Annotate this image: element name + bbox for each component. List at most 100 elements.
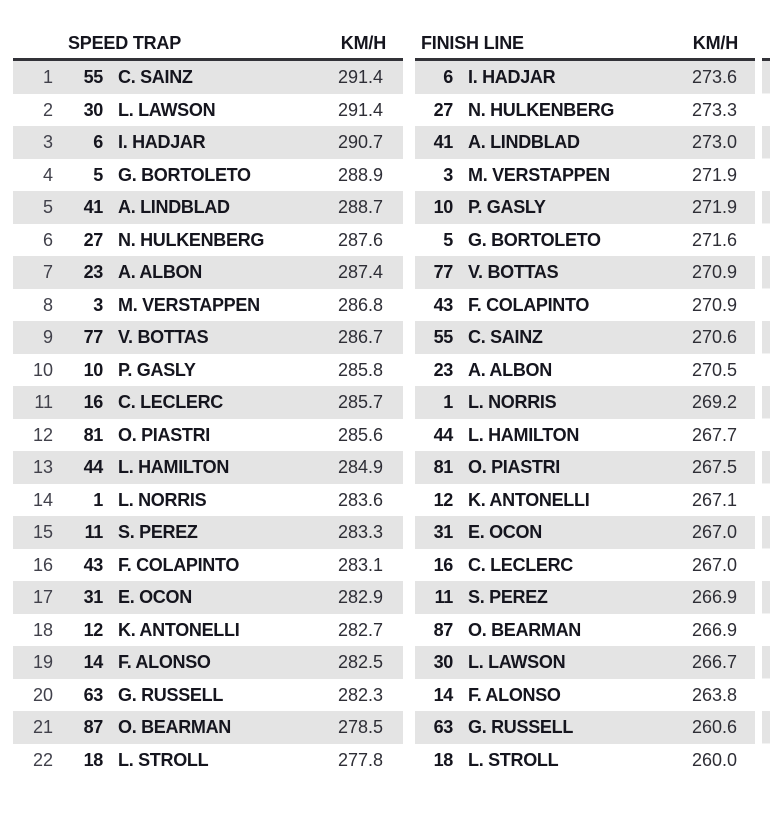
speed-cell: 267.1 [691, 489, 737, 510]
speed-cell: 267.7 [691, 424, 737, 445]
finish-line-table: FINISH LINE KM/H 6 I. HADJAR 273.6 27 N. HUL… [415, 34, 755, 776]
car-number-cell: 81 [83, 424, 104, 445]
table-row: 14 1 L. NORRIS 283.6 [13, 484, 403, 517]
speed-cell: 271.9 [691, 164, 737, 185]
driver-name-cell: L. HAMILTON [118, 458, 230, 477]
speed-cell: 266.9 [691, 587, 737, 608]
table-row: 41 A. LINDBLAD 273.0 [415, 126, 755, 159]
table-row: 23 A. ALBON 270.5 [415, 354, 755, 387]
driver-name-cell: L. LAWSON [468, 653, 566, 672]
car-number-cell: 18 [83, 749, 104, 770]
driver-name-cell: P. GASLY [118, 360, 196, 379]
driver-name-cell: C. SAINZ [118, 68, 193, 87]
driver-name-cell: L. NORRIS [468, 393, 557, 412]
driver-name-cell: C. SAINZ [468, 328, 543, 347]
driver-name-cell: E. OCON [118, 588, 192, 607]
table-row: 43 F. COLAPINTO 270.9 [415, 289, 755, 322]
driver-name-cell: S. PEREZ [468, 588, 548, 607]
finish-line-body: 6 I. HADJAR 273.6 27 N. HULKENBERG 273.3 41 A. … [415, 61, 755, 776]
driver-name-cell: K. ANTONELLI [468, 490, 590, 509]
speed-cell: 288.7 [337, 197, 383, 218]
table-row: 18 L. STROLL 260.0 [415, 744, 755, 777]
car-number-cell: 30 [83, 99, 104, 120]
car-number-cell: 41 [433, 132, 454, 153]
speed-cell: 282.3 [337, 684, 383, 705]
speed-cell: 286.8 [337, 294, 383, 315]
speed-cell: 282.9 [337, 587, 383, 608]
car-number-cell: 1 [93, 489, 103, 510]
driver-name-cell: O. BEARMAN [468, 620, 581, 639]
car-number-cell: 27 [83, 229, 104, 250]
table-row: 14 F. ALONSO 263.8 [415, 679, 755, 712]
car-number-cell: 41 [83, 197, 104, 218]
driver-name-cell: G. RUSSELL [118, 685, 224, 704]
table-row: 16 C. LECLERC 267.0 [415, 549, 755, 582]
table-row: 18 12 K. ANTONELLI 282.7 [13, 614, 403, 647]
table-row: 31 E. OCON 267.0 [415, 516, 755, 549]
table-row: 63 G. RUSSELL 260.6 [415, 711, 755, 744]
speed-cell: 269.2 [691, 392, 737, 413]
driver-name-cell: V. BOTTAS [118, 328, 209, 347]
speed-cell: 270.9 [691, 262, 737, 283]
table-row: 77 V. BOTTAS 270.9 [415, 256, 755, 289]
driver-name-cell: L. HAMILTON [468, 425, 580, 444]
speed-cell: 287.4 [337, 262, 383, 283]
car-number-cell: 14 [83, 652, 104, 673]
position-cell: 3 [42, 132, 53, 153]
speed-trap-unit-label: KM/H [340, 33, 386, 53]
driver-name-cell: F. ALONSO [468, 685, 561, 704]
position-cell: 21 [32, 717, 53, 738]
cropped-table-rows [762, 61, 770, 776]
car-number-cell: 43 [433, 294, 454, 315]
car-number-cell: 81 [433, 457, 454, 478]
speed-cell: 287.6 [337, 229, 383, 250]
speed-trap-table: SPEED TRAP KM/H 1 55 C. SAINZ 291.4 2 30 L. LA… [13, 34, 403, 776]
car-number-cell: 18 [433, 749, 454, 770]
table-row: 12 K. ANTONELLI 267.1 [415, 484, 755, 517]
speed-cell: 285.6 [337, 424, 383, 445]
finish-line-title: FINISH LINE [421, 33, 524, 53]
driver-name-cell: A. ALBON [118, 263, 202, 282]
car-number-cell: 77 [433, 262, 454, 283]
car-number-cell: 12 [83, 619, 104, 640]
table-row: 20 63 G. RUSSELL 282.3 [13, 679, 403, 712]
position-cell: 12 [32, 424, 53, 445]
car-number-cell: 77 [83, 327, 104, 348]
car-number-cell: 16 [433, 554, 454, 575]
speed-cell: 273.3 [691, 99, 737, 120]
speed-cell: 283.1 [337, 554, 383, 575]
car-number-cell: 5 [93, 164, 103, 185]
driver-name-cell: G. RUSSELL [468, 718, 574, 737]
table-row: 10 10 P. GASLY 285.8 [13, 354, 403, 387]
speed-trap-title: SPEED TRAP [68, 33, 182, 53]
position-cell: 11 [34, 392, 53, 413]
driver-name-cell: A. LINDBLAD [118, 198, 230, 217]
car-number-cell: 3 [443, 164, 453, 185]
table-row: 4 5 G. BORTOLETO 288.9 [13, 159, 403, 192]
driver-name-cell: L. NORRIS [118, 490, 207, 509]
table-row: 11 S. PEREZ 266.9 [415, 581, 755, 614]
car-number-cell: 44 [83, 457, 104, 478]
position-cell: 7 [42, 262, 53, 283]
speed-cell: 263.8 [691, 684, 737, 705]
driver-name-cell: A. ALBON [468, 360, 552, 379]
car-number-cell: 10 [83, 359, 104, 380]
driver-name-cell: L. STROLL [118, 750, 209, 769]
table-row: 11 16 C. LECLERC 285.7 [13, 386, 403, 419]
speed-cell: 277.8 [337, 749, 383, 770]
position-cell: 13 [32, 457, 53, 478]
table-row: 16 43 F. COLAPINTO 283.1 [13, 549, 403, 582]
driver-name-cell: O. PIASTRI [118, 425, 211, 444]
speed-cell: 271.6 [691, 229, 737, 250]
car-number-cell: 44 [433, 424, 454, 445]
table-row: 3 M. VERSTAPPEN 271.9 [415, 159, 755, 192]
speed-cell: 260.6 [691, 717, 737, 738]
table-row: 15 11 S. PEREZ 283.3 [13, 516, 403, 549]
position-cell: 15 [32, 522, 53, 543]
table-row: 2 30 L. LAWSON 291.4 [13, 94, 403, 127]
table-row: 1 55 C. SAINZ 291.4 [13, 61, 403, 94]
speed-cell: 273.6 [691, 67, 737, 88]
cropped-table-header-rule [762, 34, 770, 61]
car-number-cell: 14 [433, 684, 454, 705]
speed-cell: 285.8 [337, 359, 383, 380]
